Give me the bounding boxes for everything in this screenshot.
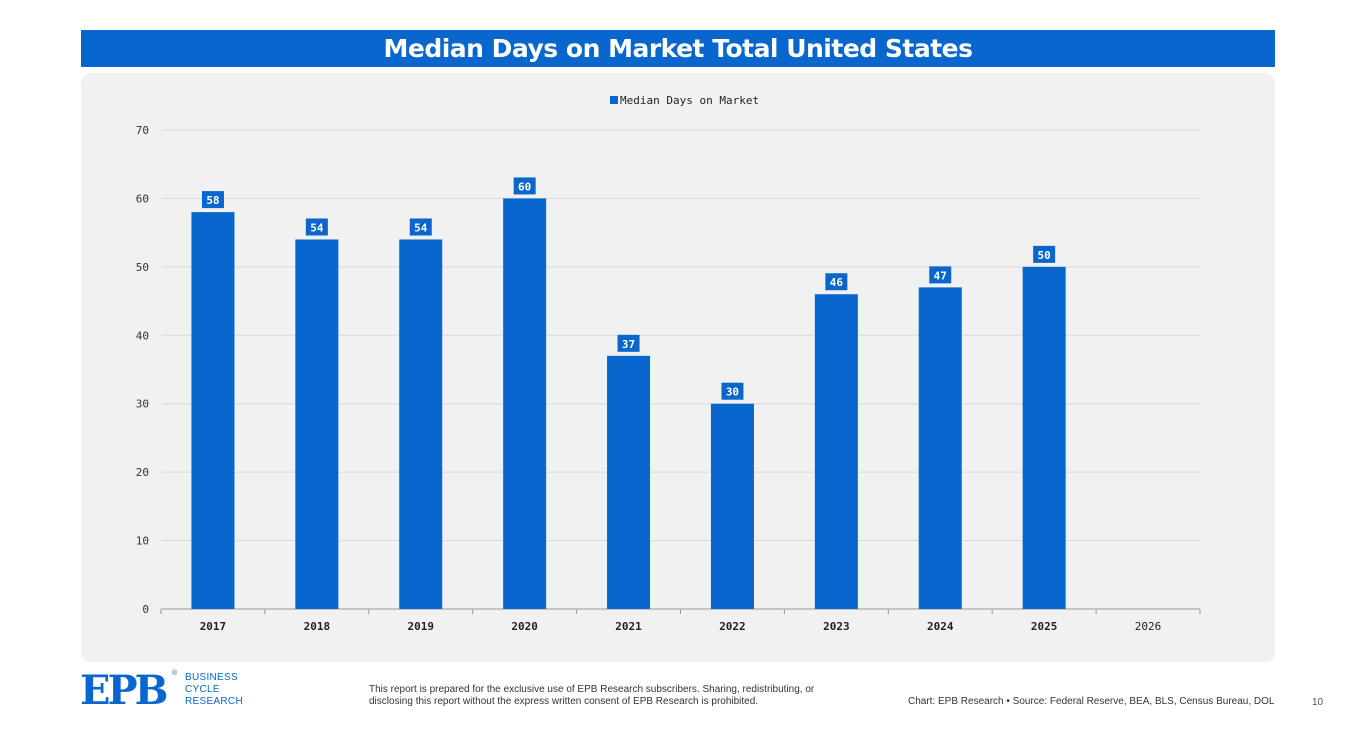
data-label-box (201, 191, 224, 209)
x-tick-label: 2026 (1135, 620, 1162, 633)
bar-chart: 0 10 20 30 40 50 60 70 2017 58 2018 54 2019 54 2020 60 2… (136, 94, 1201, 633)
y-tick-label: 0 (142, 603, 149, 616)
x-tick-label: 2018 (304, 620, 331, 633)
bar (814, 294, 858, 609)
logo-line-1: BUSINESS (185, 672, 238, 683)
logo-wordmark: BUSINESS CYCLE RESEARCH (185, 672, 243, 708)
data-label: 37 (622, 338, 635, 351)
data-label: 58 (206, 194, 219, 207)
data-label: 60 (518, 180, 531, 193)
legend-swatch (610, 96, 618, 104)
x-tick-label: 2023 (823, 620, 850, 633)
x-tick-label: 2017 (200, 620, 227, 633)
y-tick-label: 20 (136, 466, 149, 479)
data-label-box (305, 218, 328, 236)
y-tick-label: 30 (136, 398, 149, 411)
bar (607, 355, 651, 609)
x-tick-label: 2020 (511, 620, 538, 633)
data-label-box (825, 273, 848, 291)
disclaimer-text: This report is prepared for the exclusiv… (369, 684, 815, 707)
bar (1022, 266, 1066, 609)
logo-mark: EPB (80, 667, 168, 714)
x-tick-label: 2021 (615, 620, 642, 633)
data-label: 54 (414, 221, 428, 234)
y-tick-label: 40 (136, 329, 149, 342)
data-label: 47 (934, 269, 947, 282)
chart-title: Median Days on Market Total United State… (81, 30, 1275, 67)
bar (710, 403, 754, 609)
y-tick-label: 10 (136, 535, 149, 548)
data-label: 46 (830, 276, 844, 289)
y-tick-label: 70 (136, 124, 149, 137)
epb-logo: EPB ® BUSINESS CYCLE RESEARCH (80, 667, 243, 714)
data-label: 54 (310, 221, 324, 234)
x-tick-label: 2024 (927, 620, 954, 633)
y-tick-label: 60 (136, 192, 149, 205)
bar (918, 287, 962, 609)
data-label: 30 (726, 386, 739, 399)
logo-line-3: RESEARCH (185, 696, 243, 707)
x-tick-label: 2022 (719, 620, 746, 633)
page-number: 10 (1312, 697, 1324, 708)
data-label-box (617, 334, 640, 352)
x-tick-label: 2025 (1031, 620, 1058, 633)
chart-panel: 0 10 20 30 40 50 60 70 2017 58 2018 54 2019 54 2020 60 2… (81, 73, 1275, 662)
legend-label: Median Days on Market (620, 94, 759, 107)
y-tick-label: 50 (136, 261, 149, 274)
bar (399, 239, 443, 609)
logo-line-2: CYCLE (185, 684, 220, 695)
data-label: 50 (1038, 249, 1051, 262)
bar (503, 198, 547, 609)
data-label-box (513, 177, 536, 195)
data-label-box (409, 218, 432, 236)
logo-registered: ® (172, 670, 178, 677)
source-credit: Chart: EPB Research • Source: Federal Re… (908, 696, 1275, 707)
x-tick-label: 2019 (408, 620, 435, 633)
data-label-box (1033, 245, 1056, 263)
bar (295, 239, 339, 609)
data-label-box (721, 382, 744, 400)
bar (191, 212, 235, 609)
data-label-box (929, 266, 952, 284)
